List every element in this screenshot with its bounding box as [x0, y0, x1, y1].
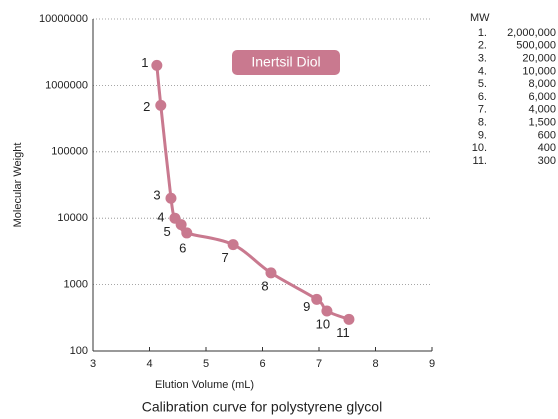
y-tick-label: 10000	[57, 212, 88, 224]
x-tick-label: 5	[203, 358, 209, 370]
legend-index: 9.	[478, 129, 487, 141]
y-tick-label: 100000	[51, 146, 88, 158]
data-point	[265, 267, 277, 279]
legend-index: 8.	[478, 117, 487, 129]
legend-index: 6.	[478, 91, 487, 103]
legend-title: MW	[470, 12, 490, 24]
legend-index: 4.	[478, 65, 487, 77]
legend-value: 8,000	[528, 78, 556, 90]
point-label: 11	[336, 325, 350, 340]
y-tick-label: 1000000	[45, 79, 88, 91]
annotation-box	[232, 50, 340, 75]
data-point	[181, 227, 193, 239]
data-point	[155, 99, 167, 111]
point-label: 10	[316, 316, 330, 331]
x-axis-label: Elution Volume (mL)	[155, 379, 254, 391]
x-tick-label: 7	[316, 358, 322, 370]
point-label: 1	[141, 55, 148, 70]
data-point	[343, 313, 355, 325]
data-point	[311, 293, 323, 305]
x-tick-label: 8	[372, 358, 378, 370]
legend-value: 10,000	[522, 65, 556, 77]
legend-value: 20,000	[522, 53, 556, 65]
data-point	[175, 219, 187, 231]
x-tick-label: 9	[429, 358, 435, 370]
legend-value: 500,000	[516, 40, 556, 52]
data-point	[321, 305, 333, 317]
annotation: Inertsil Diol	[251, 54, 320, 70]
point-label: 6	[179, 240, 186, 255]
legend-value: 400	[538, 142, 556, 154]
legend-value: 4,000	[528, 104, 556, 116]
data-point	[151, 59, 163, 71]
legend-index: 2.	[478, 40, 487, 52]
point-label: 4	[157, 210, 164, 225]
point-label: 2	[143, 99, 150, 114]
point-label: 5	[164, 224, 171, 239]
legend-index: 10.	[472, 142, 487, 154]
x-tick-label: 4	[146, 358, 152, 370]
point-label: 9	[303, 299, 310, 314]
y-tick-label: 100	[70, 345, 88, 357]
legend-value: 600	[538, 129, 556, 141]
legend-value: 2,000,000	[507, 27, 556, 39]
y-tick-label: 1000	[64, 279, 88, 291]
legend-index: 3.	[478, 53, 487, 65]
legend-value: 6,000	[528, 91, 556, 103]
legend-index: 11.	[473, 155, 487, 167]
legend-value: 1,500	[528, 117, 556, 129]
data-point	[227, 239, 239, 251]
point-label: 7	[222, 250, 229, 265]
y-axis-label: Molecular Weight	[12, 143, 24, 228]
point-label: 8	[261, 278, 268, 293]
chart-title: Calibration curve for polystyrene glycol	[142, 399, 382, 415]
x-tick-label: 6	[259, 358, 265, 370]
x-tick-label: 3	[90, 358, 96, 370]
legend-index: 1.	[478, 27, 487, 39]
fit-curve	[155, 65, 350, 321]
point-label: 3	[153, 188, 160, 203]
y-tick-label: 10000000	[39, 13, 88, 25]
data-point	[165, 192, 177, 204]
legend-value: 300	[538, 155, 556, 167]
legend-index: 7.	[478, 104, 487, 116]
legend-index: 5.	[478, 78, 487, 90]
